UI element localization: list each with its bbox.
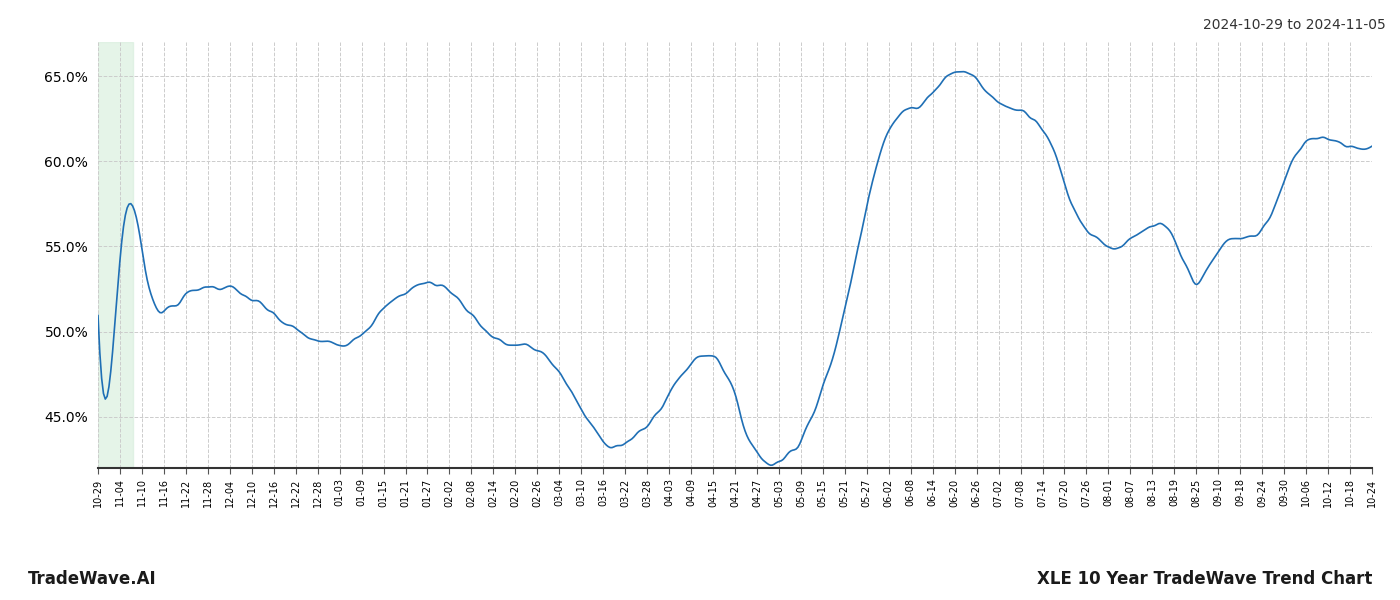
Bar [98, 42, 133, 468]
Text: TradeWave.AI: TradeWave.AI [28, 570, 157, 588]
Text: XLE 10 Year TradeWave Trend Chart: XLE 10 Year TradeWave Trend Chart [1036, 570, 1372, 588]
Text: 2024-10-29 to 2024-11-05: 2024-10-29 to 2024-11-05 [1203, 18, 1386, 32]
